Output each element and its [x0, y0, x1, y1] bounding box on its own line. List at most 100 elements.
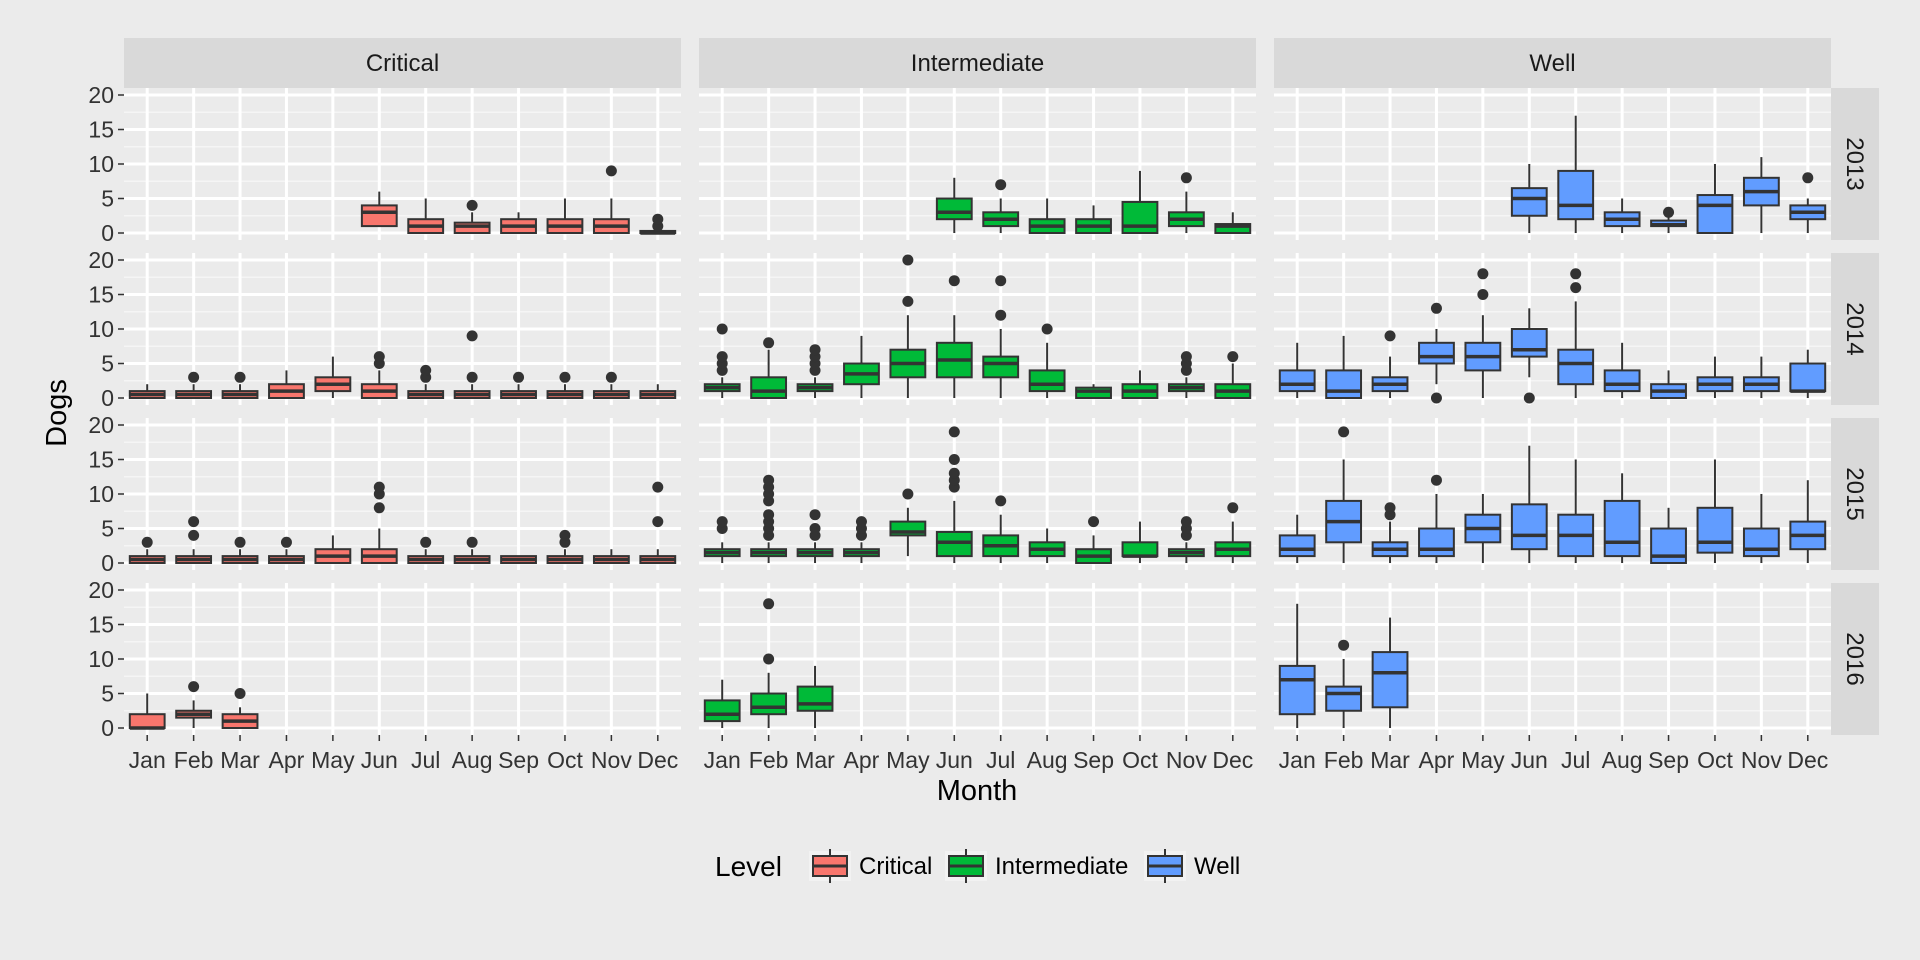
box-iqr [1603, 499, 1641, 558]
outlier-point [763, 337, 775, 349]
boxplot-intermediate-2016-feb [750, 598, 788, 728]
y-tick-label: 10 [88, 646, 114, 672]
boxplot-intermediate-2014-dec [1214, 351, 1252, 400]
y-tick-label: 10 [88, 151, 114, 177]
outlier-point [1041, 323, 1053, 335]
outlier-point [559, 371, 571, 383]
boxplot-well-2013-jun [1510, 164, 1548, 233]
facet-strip-intermediate [699, 38, 1256, 88]
boxplot-critical-2015-feb [175, 516, 213, 564]
outlier-point [1477, 289, 1489, 300]
outlier-point [1430, 392, 1442, 404]
boxplot-critical-2013-aug [453, 199, 491, 234]
boxplot-critical-2014-feb [175, 371, 213, 400]
x-tick-label: Jan [704, 747, 741, 773]
boxplot-intermediate-2013-oct [1121, 170, 1159, 234]
box-iqr [1789, 362, 1827, 393]
facet-strip-label-critical: Critical [366, 50, 439, 77]
boxplot-intermediate-2015-aug [1028, 528, 1066, 563]
facet-strip-label-year-2013: 2013 [1841, 137, 1868, 190]
boxplot-critical-2015-jul [407, 536, 445, 564]
box-iqr [1557, 348, 1595, 386]
x-axis-title: Month [937, 775, 1018, 807]
y-tick-label: 0 [101, 550, 114, 576]
boxplot-critical-2015-nov [592, 549, 630, 564]
outlier-point [466, 330, 478, 342]
boxplot-well-2015-jul [1557, 459, 1595, 563]
y-tick-label: 0 [101, 715, 114, 741]
boxplot-critical-2014-may [314, 356, 352, 398]
y-tick-label: 15 [88, 447, 114, 473]
box-iqr [1696, 506, 1734, 554]
boxplot-well-2014-aug [1603, 342, 1641, 398]
boxplot-critical-2015-dec [639, 481, 677, 564]
outlier-point [234, 688, 246, 699]
y-tick-label: 0 [101, 220, 114, 246]
boxplot-critical-2016-feb [175, 681, 213, 728]
legend-item-critical: Critical [809, 849, 932, 883]
box-iqr [796, 685, 834, 712]
outlier-point [1802, 172, 1814, 184]
boxplot-critical-2015-may [314, 535, 352, 565]
boxplot-intermediate-2016-mar [796, 665, 834, 728]
y-tick-label: 10 [88, 481, 114, 507]
x-tick-label: May [311, 747, 355, 773]
y-tick-label: 20 [88, 82, 114, 108]
x-tick-label: Sep [498, 747, 539, 773]
y-tick-label: 20 [88, 412, 114, 438]
boxplot-critical-2015-sep [500, 555, 537, 564]
boxplot-critical-2014-apr [268, 370, 305, 400]
facet-strip-label-well: Well [1529, 50, 1575, 77]
outlier-point [1180, 516, 1192, 528]
boxplot-well-2015-aug [1603, 473, 1641, 563]
y-tick-label: 15 [88, 117, 114, 143]
boxplot-critical-2014-jun [360, 351, 398, 400]
x-tick-label: Sep [1648, 747, 1689, 773]
outlier-point [716, 351, 728, 363]
outlier-point [1227, 502, 1239, 514]
outlier-point [188, 681, 200, 693]
boxplot-critical-2015-oct [546, 529, 584, 564]
boxplot-well-2016-mar [1371, 617, 1409, 728]
x-tick-label: Feb [749, 747, 789, 773]
box-iqr [1603, 369, 1641, 393]
box-iqr [1325, 685, 1363, 712]
outlier-point [1338, 639, 1350, 651]
outlier-point [902, 295, 914, 307]
boxplot-well-2015-apr [1418, 474, 1455, 563]
x-tick-label: Jun [936, 747, 973, 773]
y-tick-label: 20 [88, 577, 114, 603]
box-iqr [1510, 187, 1548, 217]
boxplot-intermediate-2014-jan [703, 323, 741, 398]
boxplot-well-2015-mar [1371, 502, 1409, 563]
y-axis-title: Dogs [41, 379, 73, 447]
outlier-point [234, 536, 246, 548]
y-tick-label: 5 [101, 681, 114, 707]
boxplot-well-2014-may [1464, 268, 1502, 398]
boxplot-intermediate-2015-feb [750, 474, 788, 563]
boxplot-well-2013-nov [1742, 157, 1780, 233]
facet-strip-label-year-2016: 2016 [1841, 632, 1868, 685]
boxplot-well-2015-jun [1510, 445, 1548, 563]
x-tick-label: Aug [452, 747, 493, 773]
boxplot-intermediate-2014-aug [1028, 323, 1066, 398]
x-tick-label: Mar [795, 747, 835, 773]
outlier-point [420, 536, 432, 548]
box-iqr [1418, 527, 1455, 558]
boxplot-critical-2014-aug [453, 330, 491, 400]
legend-label-critical: Critical [859, 853, 932, 880]
box-iqr [1028, 369, 1066, 393]
y-tick-label: 20 [88, 247, 114, 273]
boxplot-critical-2014-dec [639, 384, 677, 400]
panels-layer: Critical Intermediate Well2013201420152016… [88, 38, 1879, 773]
boxplot-well-2014-dec [1789, 349, 1827, 398]
boxplot-intermediate-2015-jul [982, 495, 1020, 563]
box-iqr [1278, 534, 1316, 558]
x-tick-label: Sep [1073, 747, 1114, 773]
facet-strip-critical [124, 38, 681, 88]
box-iqr [1121, 541, 1159, 558]
y-tick-label: 0 [101, 385, 114, 411]
x-tick-label: Mar [220, 747, 260, 773]
outlier-point [995, 275, 1007, 287]
outlier-point [1570, 268, 1582, 280]
